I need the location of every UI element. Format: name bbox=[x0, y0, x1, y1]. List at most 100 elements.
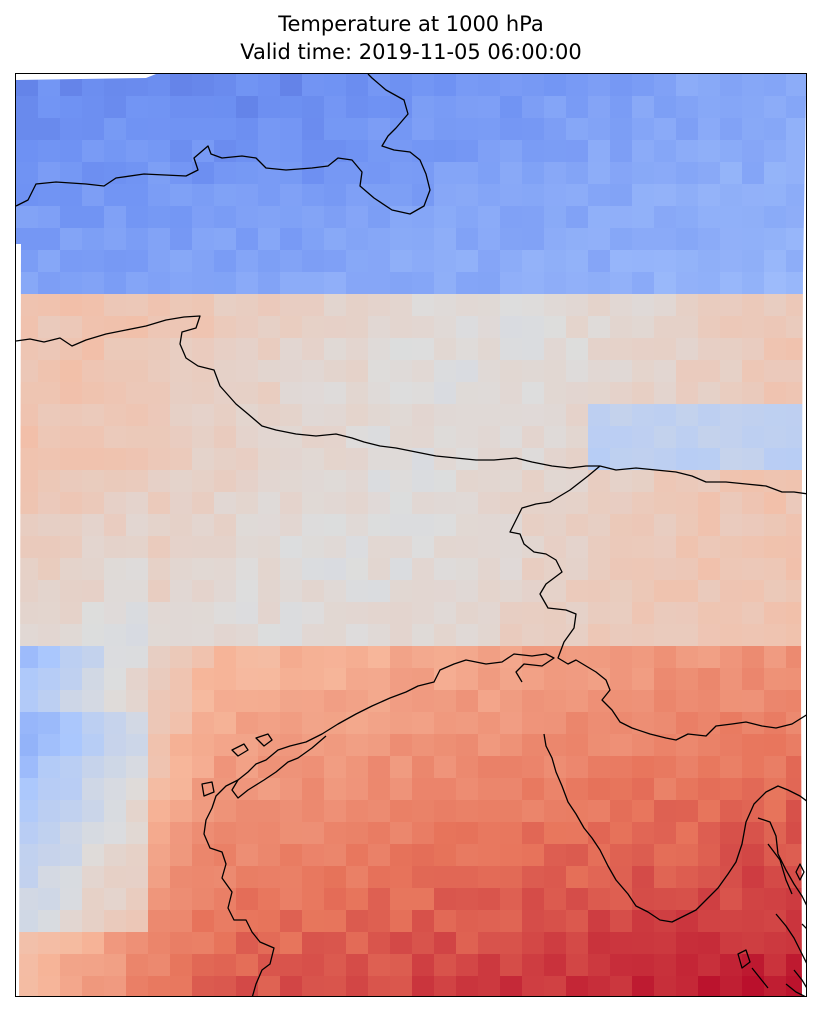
field-cell bbox=[698, 756, 721, 779]
field-cell bbox=[280, 118, 303, 141]
field-cell bbox=[456, 866, 479, 889]
field-cell bbox=[632, 426, 655, 449]
coastline-ne-island bbox=[785, 863, 806, 996]
field-cell bbox=[456, 690, 479, 713]
field-cell bbox=[236, 668, 259, 691]
field-cell bbox=[610, 844, 633, 867]
field-cell bbox=[170, 734, 193, 757]
field-cell bbox=[764, 426, 787, 449]
field-cell bbox=[544, 712, 567, 735]
field-cell bbox=[390, 954, 413, 977]
field-cell bbox=[104, 580, 127, 603]
field-cell bbox=[368, 514, 391, 537]
field-cell bbox=[764, 800, 787, 823]
field-cell bbox=[324, 448, 347, 471]
field-cell bbox=[588, 646, 611, 669]
field-cell bbox=[280, 96, 303, 119]
field-cell bbox=[170, 668, 193, 691]
field-cell bbox=[324, 514, 347, 537]
field-cell bbox=[610, 976, 633, 996]
field-cell bbox=[236, 228, 259, 251]
field-cell bbox=[720, 492, 743, 515]
field-cell bbox=[412, 514, 435, 537]
field-cell bbox=[236, 558, 259, 581]
field-cell bbox=[742, 360, 765, 383]
field-cell bbox=[566, 976, 589, 996]
field-cell bbox=[456, 778, 479, 801]
field-cell bbox=[368, 932, 391, 955]
field-cell bbox=[280, 690, 303, 713]
field-cell bbox=[412, 338, 435, 361]
field-cell bbox=[236, 118, 259, 141]
field-cell bbox=[148, 382, 171, 405]
field-cell bbox=[16, 932, 39, 955]
field-cell bbox=[742, 74, 765, 97]
field-cell bbox=[720, 646, 743, 669]
field-cell bbox=[16, 250, 39, 273]
field-cell bbox=[434, 470, 457, 493]
field-cell bbox=[236, 690, 259, 713]
field-cell bbox=[214, 910, 237, 933]
field-cell bbox=[720, 360, 743, 383]
field-cell bbox=[588, 140, 611, 163]
field-cell bbox=[742, 536, 765, 559]
field-cell bbox=[478, 624, 501, 647]
field-cell bbox=[148, 822, 171, 845]
field-cell bbox=[654, 162, 677, 185]
field-cell bbox=[16, 866, 39, 889]
field-cell bbox=[478, 690, 501, 713]
field-cell bbox=[632, 822, 655, 845]
field-cell bbox=[500, 580, 523, 603]
field-cell bbox=[390, 778, 413, 801]
field-cell bbox=[500, 954, 523, 977]
field-cell bbox=[764, 404, 787, 427]
field-cell bbox=[478, 272, 501, 295]
field-cell bbox=[500, 910, 523, 933]
coastline-islands bbox=[737, 817, 806, 989]
field-cell bbox=[412, 624, 435, 647]
field-cell bbox=[632, 272, 655, 295]
field-cell bbox=[148, 734, 171, 757]
field-cell bbox=[764, 96, 787, 119]
field-cell bbox=[390, 888, 413, 911]
field-cell bbox=[38, 74, 61, 97]
field-cell bbox=[82, 756, 105, 779]
field-cell bbox=[654, 844, 677, 867]
field-cell bbox=[764, 866, 787, 889]
field-cell bbox=[346, 448, 369, 471]
field-cell bbox=[104, 954, 127, 977]
field-cell bbox=[742, 96, 765, 119]
field-cell bbox=[126, 360, 149, 383]
field-cell bbox=[742, 734, 765, 757]
field-cell bbox=[16, 580, 39, 603]
field-cell bbox=[192, 866, 215, 889]
field-cell bbox=[786, 382, 806, 405]
field-cell bbox=[280, 514, 303, 537]
field-cell bbox=[192, 756, 215, 779]
field-cell bbox=[544, 184, 567, 207]
field-cell bbox=[324, 316, 347, 339]
field-cell bbox=[456, 316, 479, 339]
field-cell bbox=[456, 536, 479, 559]
field-cell bbox=[566, 954, 589, 977]
field-cell bbox=[82, 316, 105, 339]
field-cell bbox=[654, 294, 677, 317]
field-cell bbox=[302, 954, 325, 977]
field-cell bbox=[500, 976, 523, 996]
field-cell bbox=[214, 294, 237, 317]
field-cell bbox=[236, 756, 259, 779]
field-cell bbox=[544, 96, 567, 119]
field-cell bbox=[742, 690, 765, 713]
field-cell bbox=[60, 822, 83, 845]
field-cell bbox=[742, 272, 765, 295]
field-cell bbox=[500, 118, 523, 141]
field-cell bbox=[38, 624, 61, 647]
field-cell bbox=[324, 602, 347, 625]
field-cell bbox=[698, 844, 721, 867]
field-cell bbox=[786, 910, 806, 933]
field-cell bbox=[170, 162, 193, 185]
field-cell bbox=[522, 536, 545, 559]
field-cell bbox=[786, 580, 806, 603]
field-cell bbox=[302, 668, 325, 691]
field-cell bbox=[302, 712, 325, 735]
